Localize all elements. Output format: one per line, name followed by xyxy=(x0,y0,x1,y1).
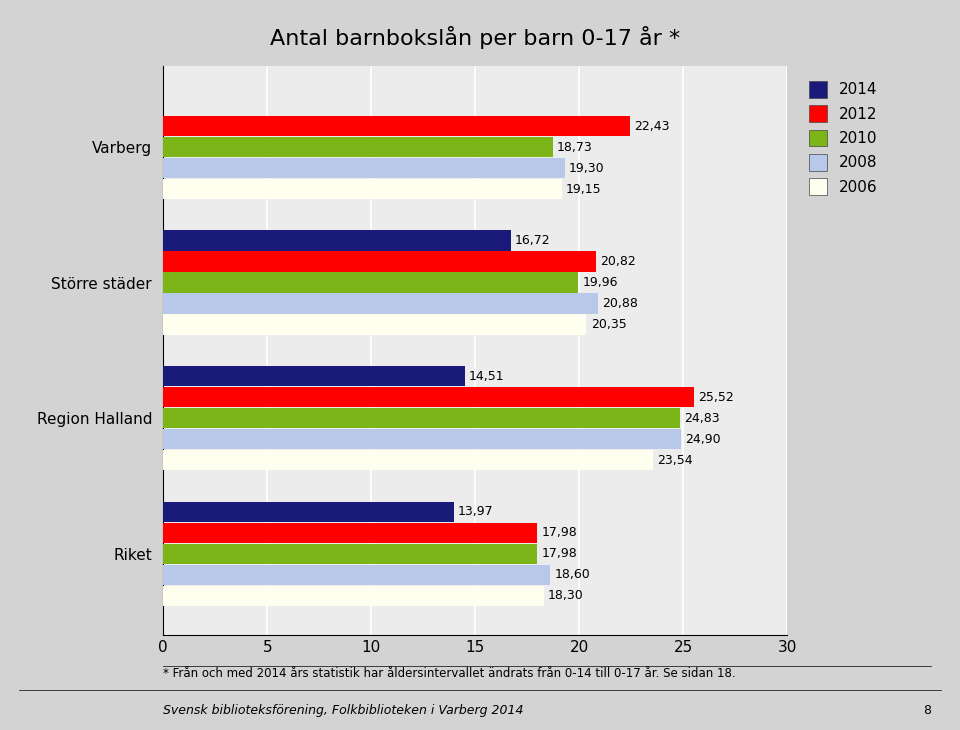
Text: 24,83: 24,83 xyxy=(684,412,719,425)
Text: 20,35: 20,35 xyxy=(590,318,626,331)
Text: 23,54: 23,54 xyxy=(657,454,692,466)
Text: 22,43: 22,43 xyxy=(634,120,669,133)
Bar xyxy=(163,523,538,543)
Bar xyxy=(163,137,553,157)
Text: 18,30: 18,30 xyxy=(548,589,584,602)
Text: 19,15: 19,15 xyxy=(565,182,601,196)
Text: 14,51: 14,51 xyxy=(469,369,505,383)
Bar xyxy=(163,251,596,272)
Bar xyxy=(163,231,511,251)
Text: 18,73: 18,73 xyxy=(557,141,592,153)
Bar xyxy=(163,158,564,178)
Bar xyxy=(163,315,587,335)
Bar xyxy=(163,408,680,429)
Bar xyxy=(163,564,550,585)
Bar xyxy=(163,116,630,137)
Text: 8: 8 xyxy=(924,704,931,717)
Text: 20,82: 20,82 xyxy=(600,255,636,268)
Bar xyxy=(163,450,653,470)
Text: * Från och med 2014 års statistik har åldersintervallet ändrats från 0-14 till 0: * Från och med 2014 års statistik har ål… xyxy=(163,667,735,680)
Text: 24,90: 24,90 xyxy=(685,433,721,446)
Bar xyxy=(163,502,454,522)
Bar xyxy=(163,366,465,386)
Bar xyxy=(163,293,597,314)
Legend: 2014, 2012, 2010, 2008, 2006: 2014, 2012, 2010, 2008, 2006 xyxy=(801,73,885,202)
Text: 17,98: 17,98 xyxy=(541,526,577,539)
Bar xyxy=(163,544,538,564)
Text: 16,72: 16,72 xyxy=(516,234,551,247)
Text: 13,97: 13,97 xyxy=(458,505,493,518)
Text: 18,60: 18,60 xyxy=(554,568,590,581)
Title: Antal barnbokslån per barn 0-17 år *: Antal barnbokslån per barn 0-17 år * xyxy=(270,26,681,49)
Bar xyxy=(163,585,543,606)
Bar xyxy=(163,272,578,293)
Text: 25,52: 25,52 xyxy=(698,391,734,404)
Text: 19,96: 19,96 xyxy=(583,276,618,289)
Bar xyxy=(163,429,681,450)
Text: Svensk biblioteksförening, Folkbiblioteken i Varberg 2014: Svensk biblioteksförening, Folkbibliotek… xyxy=(163,704,524,717)
Text: 17,98: 17,98 xyxy=(541,548,577,560)
Text: 20,88: 20,88 xyxy=(602,297,637,310)
Text: 19,30: 19,30 xyxy=(568,161,605,174)
Bar xyxy=(163,179,562,199)
Bar xyxy=(163,387,694,407)
